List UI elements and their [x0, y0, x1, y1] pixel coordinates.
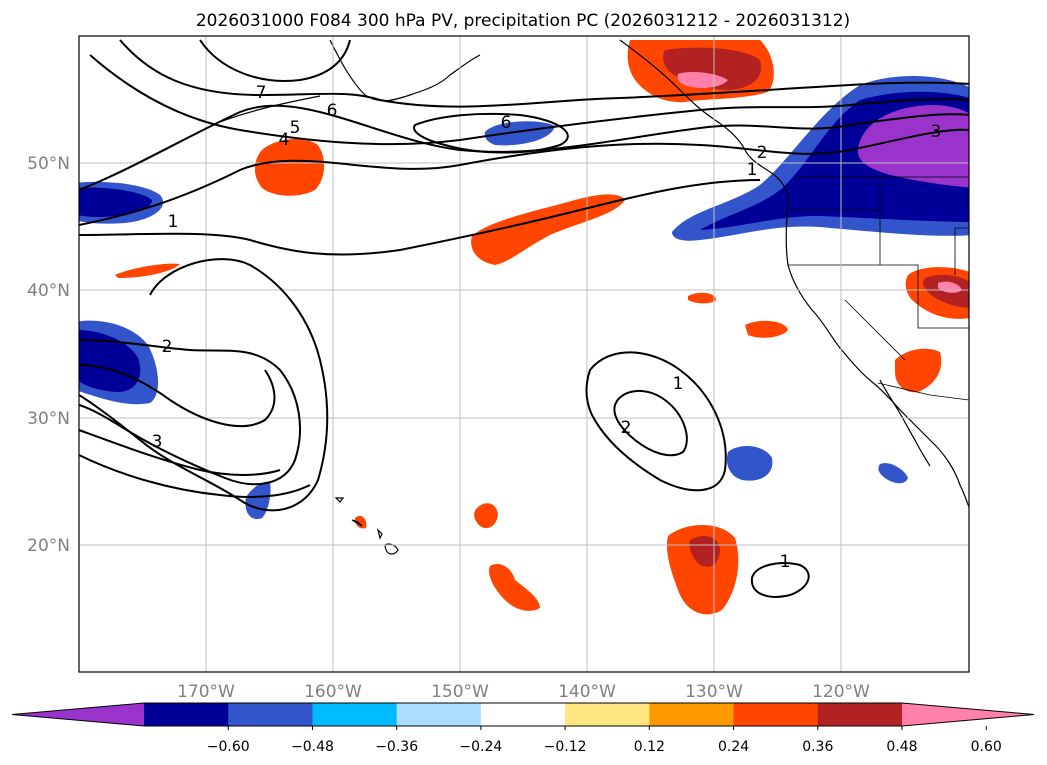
colorbar-tick-label: 0.36 — [802, 739, 833, 755]
colorbar-tick-label: −0.36 — [375, 739, 418, 755]
precip-neg-west-2-core — [79, 330, 141, 392]
lat-label: 20°N — [27, 536, 70, 556]
colorbar-extend-high — [902, 703, 1034, 726]
precip-neg-northeast-max — [857, 105, 969, 188]
precip-pos-small-a — [688, 292, 716, 304]
pv-contour-west-1 — [79, 258, 329, 512]
lon-label: 170°W — [177, 682, 235, 702]
precip-pos-coast-north-max — [677, 72, 728, 88]
colorbar-extend-low — [12, 703, 144, 726]
colorbar-segment — [228, 703, 313, 726]
coast-hawaii — [334, 497, 399, 555]
colorbar-tick-label: −0.12 — [544, 739, 587, 755]
lon-label: 150°W — [431, 682, 489, 702]
pv-contour-jet-1 — [79, 128, 969, 226]
contour-label-3: 3 — [931, 122, 942, 142]
contour-label-6: 6 — [327, 101, 338, 121]
colorbar-segment — [649, 703, 735, 726]
colorbar-segment — [480, 703, 566, 726]
map-frame — [78, 35, 970, 673]
precip-neg-small-2 — [726, 446, 773, 481]
precip-pos-aleutian — [254, 138, 325, 196]
lon-label: 140°W — [558, 682, 616, 702]
longitude-labels: 170°W 160°W 150°W 140°W 130°W 120°W — [177, 682, 870, 702]
pv-contour-oval-1 — [585, 351, 727, 492]
precip-pos-south-2 — [666, 525, 739, 615]
coast-baja — [879, 379, 931, 467]
colorbar-segment — [817, 703, 903, 726]
border-nv-ca — [844, 299, 906, 361]
pv-contour-west-4 — [79, 454, 311, 498]
precip-pos-west-small — [115, 263, 180, 278]
contour-label-2: 2 — [757, 143, 768, 163]
border-or-ca — [788, 264, 969, 329]
colorbar-outline — [11, 702, 1035, 727]
colorbar: −0.60 −0.48 −0.36 −0.24 −0.12 0.12 0.24 0.36 0.4… — [11, 702, 1035, 755]
pv-contour-jet-5 — [199, 39, 351, 82]
lat-label: 40°N — [27, 281, 70, 301]
pv-contour-west-5 — [79, 429, 281, 476]
map-area: 7 6 5 4 6 2 1 3 1 2 3 1 2 1 — [79, 36, 969, 672]
pv-contour-jet-3 — [89, 54, 969, 146]
lon-label: 160°W — [304, 682, 362, 702]
precip-pos-hawaii-north — [474, 503, 498, 529]
contour-label-1: 1 — [747, 160, 758, 180]
precip-pos-hawaii-small — [354, 515, 367, 529]
border-mexico — [877, 382, 969, 401]
coast-north-america — [619, 39, 969, 510]
contour-label-2b: 2 — [162, 337, 173, 357]
colorbar-tick-label: −0.48 — [291, 739, 334, 755]
contour-label-5: 5 — [290, 118, 301, 138]
colorbar-tick-label: 0.24 — [718, 739, 749, 755]
state-borders — [788, 176, 969, 401]
contour-label-7: 7 — [256, 83, 267, 103]
pv-contour-oval-2 — [613, 389, 688, 457]
lon-label: 120°W — [812, 682, 870, 702]
colorbar-tick-label: −0.24 — [459, 739, 502, 755]
colorbar-tick-label: −0.60 — [207, 739, 250, 755]
contour-labels: 7 6 5 4 6 2 1 3 1 2 3 1 2 1 — [152, 83, 942, 572]
precip-neg-west-1-core — [79, 187, 152, 217]
precip-pos-south-2-core — [689, 536, 720, 567]
precip-shading — [79, 40, 969, 615]
lat-label: 50°N — [27, 154, 70, 174]
colorbar-segment — [312, 703, 398, 726]
contour-label-4: 4 — [279, 130, 290, 150]
contour-label-1d: 1 — [780, 552, 791, 572]
border-ut — [954, 227, 969, 275]
precip-neg-small-1 — [484, 121, 555, 146]
colorbar-tick-label: 0.60 — [971, 739, 1002, 755]
colorbar-segment — [144, 703, 229, 726]
contour-label-1c: 1 — [673, 374, 684, 394]
map-title: 2026031000 F084 300 hPa PV, precipitatio… — [196, 11, 850, 31]
lon-label: 130°W — [685, 682, 743, 702]
coast-alaska — [219, 39, 481, 123]
pv-contour-west-2 — [79, 339, 301, 486]
pv-contour-south-oval — [750, 562, 810, 598]
contour-label-1b: 1 — [168, 212, 179, 232]
precip-pos-california — [895, 348, 942, 393]
precip-pos-south-1 — [489, 563, 540, 611]
colorbar-tick-label: 0.12 — [634, 739, 665, 755]
pv-contour-west-3 — [79, 364, 276, 428]
colorbar-segment — [565, 703, 650, 726]
pv-contours — [79, 39, 969, 598]
colorbar-segment — [396, 703, 482, 726]
precip-pos-small-b — [745, 320, 788, 338]
lat-label: 30°N — [27, 409, 70, 429]
precip-neg-small-3 — [878, 463, 908, 484]
colorbar-segment — [733, 703, 819, 726]
coastlines — [219, 39, 969, 555]
latitude-labels: 50°N 40°N 30°N 20°N — [27, 154, 70, 556]
colorbar-tick-label: 0.48 — [886, 739, 917, 755]
pv-contour-six — [413, 112, 569, 154]
pv-contour-jet-4 — [119, 39, 969, 108]
contour-label-6b: 6 — [501, 113, 512, 133]
contour-label-2c: 2 — [621, 418, 632, 438]
contour-label-3b: 3 — [152, 432, 163, 452]
pv-contour-low — [79, 179, 761, 256]
